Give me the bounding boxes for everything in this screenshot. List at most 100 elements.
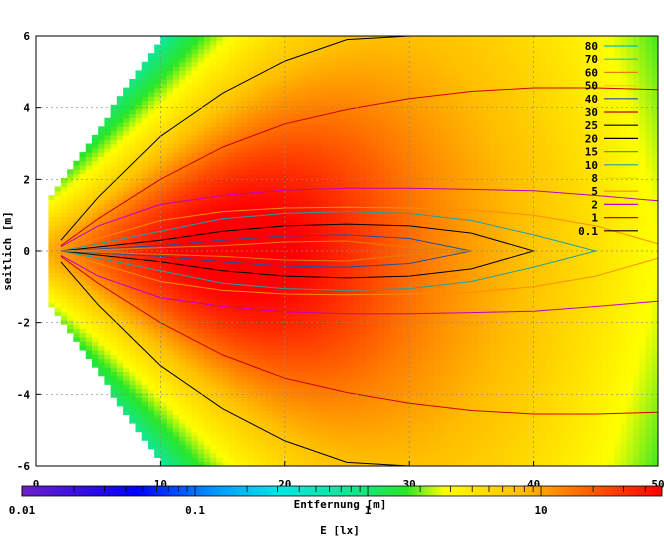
heatmap-cell	[110, 341, 118, 347]
heatmap-cell	[166, 380, 174, 385]
heatmap-cell	[396, 156, 404, 162]
heatmap-cell	[222, 83, 230, 89]
heatmap-cell	[371, 401, 379, 407]
heatmap-cell	[166, 160, 174, 166]
heatmap-cell	[309, 457, 317, 463]
heatmap-cell	[297, 371, 305, 377]
heatmap-cell	[334, 341, 342, 347]
heatmap-cell	[309, 440, 317, 446]
heatmap-cell	[166, 233, 174, 239]
heatmap-cell	[141, 91, 149, 97]
heatmap-cell	[166, 104, 174, 110]
heatmap-cell	[135, 229, 143, 235]
heatmap-cell	[309, 431, 317, 437]
heatmap-cell	[303, 367, 311, 372]
heatmap-cell	[172, 220, 180, 226]
heatmap-cell	[359, 457, 367, 463]
heatmap-cell	[347, 40, 354, 46]
heatmap-cell	[378, 332, 385, 338]
heatmap-cell	[210, 448, 217, 454]
heatmap-cell	[291, 57, 298, 63]
heatmap-cell	[247, 113, 255, 119]
heatmap-cell	[73, 285, 81, 291]
heatmap-cell	[166, 345, 174, 351]
heatmap-cell	[197, 48, 205, 54]
heatmap-cell	[272, 130, 280, 136]
heatmap-cell	[141, 418, 149, 424]
heatmap-cell	[253, 298, 261, 304]
heatmap-cell	[141, 427, 149, 433]
heatmap-cell	[123, 328, 130, 334]
heatmap-cell	[73, 238, 81, 243]
heatmap-cell	[203, 48, 211, 54]
heatmap-cell	[353, 367, 361, 372]
heatmap-cell	[371, 259, 379, 265]
heatmap-cell	[371, 423, 379, 428]
heatmap-cell	[147, 431, 155, 437]
heatmap-cell	[91, 337, 99, 342]
heatmap-cell	[91, 220, 99, 226]
heatmap-cell	[378, 375, 385, 381]
heatmap-cell	[147, 79, 155, 84]
heatmap-cell	[272, 126, 280, 132]
heatmap-cell	[315, 199, 323, 205]
heatmap-cell	[197, 87, 205, 93]
heatmap-cell	[284, 427, 292, 433]
heatmap-cell	[104, 165, 112, 170]
heatmap-cell	[135, 410, 143, 415]
heatmap-cell	[222, 91, 230, 97]
heatmap-cell	[353, 53, 361, 59]
heatmap-cell	[384, 375, 392, 381]
heatmap-cell	[278, 53, 286, 59]
heatmap-cell	[272, 354, 280, 360]
heatmap-cell	[197, 453, 205, 458]
heatmap-cell	[104, 169, 112, 175]
heatmap-cell	[253, 328, 261, 334]
heatmap-cell	[322, 392, 329, 398]
heatmap-cell	[272, 195, 280, 200]
heatmap-cell	[160, 74, 168, 80]
heatmap-cell	[384, 392, 392, 398]
heatmap-cell	[334, 143, 342, 149]
heatmap-cell	[98, 195, 106, 200]
heatmap-cell	[110, 337, 118, 342]
heatmap-cell	[210, 427, 217, 433]
heatmap-cell	[259, 423, 267, 428]
heatmap-cell	[353, 259, 361, 265]
heatmap-cell	[235, 165, 242, 170]
heatmap-cell	[123, 281, 130, 286]
heatmap-cell	[309, 156, 317, 162]
heatmap-cell	[104, 242, 112, 248]
heatmap-cell	[235, 109, 242, 114]
heatmap-cell	[390, 345, 398, 351]
heatmap-cell	[365, 276, 373, 282]
heatmap-cell	[147, 319, 155, 325]
heatmap-cell	[284, 195, 292, 200]
heatmap-cell	[390, 87, 398, 93]
heatmap-cell	[247, 212, 255, 218]
heatmap-cell	[197, 448, 205, 454]
heatmap-cell	[191, 48, 199, 54]
heatmap-cell	[378, 91, 385, 97]
heatmap-cell	[378, 182, 385, 188]
heatmap-cell	[384, 212, 392, 218]
heatmap-cell	[291, 66, 298, 71]
heatmap-cell	[147, 203, 155, 209]
heatmap-cell	[378, 238, 385, 243]
heatmap-cell	[259, 203, 267, 209]
heatmap-cell	[210, 134, 217, 140]
heatmap-cell	[191, 427, 199, 433]
heatmap-cell	[123, 182, 130, 188]
heatmap-cell	[141, 272, 149, 278]
heatmap-cell	[191, 371, 199, 377]
heatmap-cell	[247, 229, 255, 235]
heatmap-cell	[322, 246, 329, 252]
heatmap-cell	[123, 156, 130, 162]
heatmap-cell	[272, 246, 280, 252]
heatmap-cell	[284, 444, 292, 450]
heatmap-cell	[371, 212, 379, 218]
heatmap-cell	[154, 453, 161, 458]
heatmap-cell	[191, 139, 199, 145]
heatmap-cell	[235, 289, 242, 295]
heatmap-cell	[378, 79, 385, 84]
